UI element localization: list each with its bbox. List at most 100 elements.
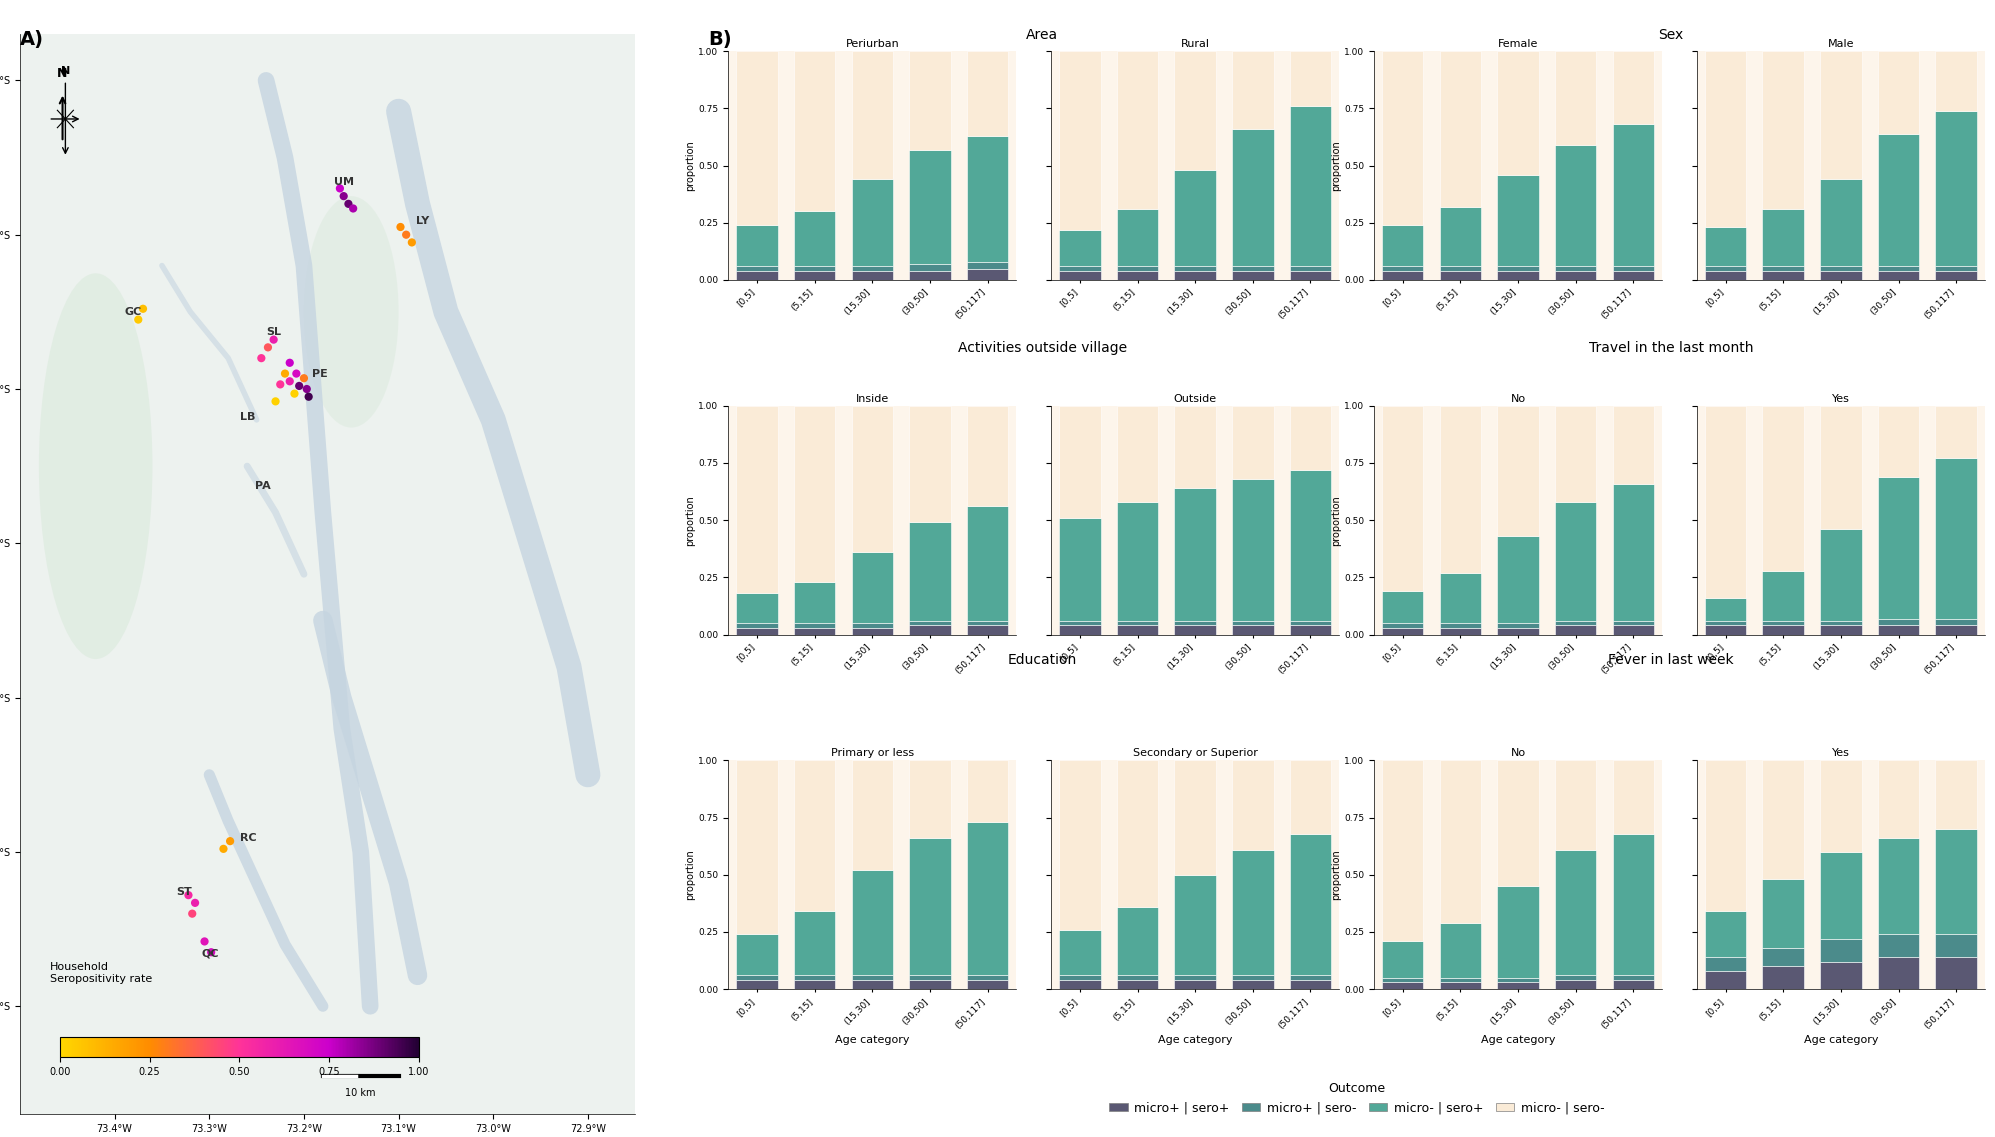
Bar	[1612, 124, 1654, 266]
Bar	[852, 761, 894, 870]
Bar	[1059, 976, 1101, 980]
Bar	[1706, 598, 1746, 621]
Bar	[1935, 829, 1977, 935]
Title: No: No	[1510, 393, 1526, 404]
Bar	[1819, 939, 1861, 962]
Bar	[1554, 266, 1596, 271]
Bar	[1498, 982, 1538, 989]
Bar	[852, 628, 894, 634]
Bar	[1440, 628, 1480, 634]
Bar	[736, 935, 778, 976]
Bar	[736, 628, 778, 634]
Text: GC: GC	[124, 307, 142, 317]
Bar	[910, 406, 952, 523]
Point	[287, 370, 319, 388]
Bar	[1117, 907, 1159, 976]
Bar	[1498, 266, 1538, 271]
Bar	[968, 976, 1007, 980]
Bar	[1440, 573, 1480, 623]
Bar	[1383, 51, 1424, 225]
Bar	[794, 980, 836, 989]
Bar	[1554, 976, 1596, 980]
Title: No: No	[1510, 748, 1526, 758]
Bar	[1117, 406, 1159, 501]
Text: N: N	[58, 67, 68, 81]
Bar	[1819, 406, 1861, 530]
Text: LY: LY	[415, 216, 429, 226]
Bar	[1877, 133, 1919, 266]
Bar	[1819, 761, 1861, 852]
Bar	[1117, 51, 1159, 209]
Bar	[1554, 849, 1596, 976]
Bar	[968, 625, 1007, 634]
Bar	[794, 912, 836, 976]
Bar	[1498, 175, 1538, 266]
Bar	[794, 623, 836, 628]
Bar	[1706, 266, 1746, 271]
Bar	[736, 271, 778, 280]
Bar	[1059, 51, 1101, 230]
Bar	[794, 406, 836, 582]
Bar	[1819, 625, 1861, 634]
Bar	[1440, 51, 1480, 207]
Bar	[1383, 591, 1424, 623]
Bar	[1554, 980, 1596, 989]
Bar	[1935, 619, 1977, 625]
Y-axis label: proportion: proportion	[686, 495, 696, 546]
Bar	[852, 271, 894, 280]
Point	[293, 388, 325, 406]
Bar	[1877, 51, 1919, 133]
Bar	[852, 406, 894, 553]
Bar	[852, 623, 894, 628]
Bar	[1554, 761, 1596, 849]
Bar	[1935, 458, 1977, 619]
Bar	[1612, 51, 1654, 124]
Bar	[852, 870, 894, 976]
Text: Household
Seropositivity rate: Household Seropositivity rate	[50, 962, 152, 984]
Bar	[1289, 833, 1331, 976]
Bar	[910, 51, 952, 150]
Point	[122, 310, 154, 329]
Point	[172, 886, 203, 904]
Bar	[1554, 271, 1596, 280]
Point	[391, 225, 423, 243]
Bar	[1706, 271, 1746, 280]
Bar	[1877, 476, 1919, 619]
Y-axis label: proportion: proportion	[686, 140, 696, 191]
Point	[385, 218, 417, 236]
Text: QC: QC	[201, 949, 219, 958]
Bar	[1175, 980, 1215, 989]
Bar	[1233, 479, 1273, 621]
Bar	[968, 761, 1007, 822]
Bar	[794, 582, 836, 623]
Bar	[736, 976, 778, 980]
Point	[273, 372, 305, 390]
Bar	[1383, 406, 1424, 591]
Bar	[1706, 971, 1746, 989]
Point	[213, 832, 245, 850]
Bar	[1498, 978, 1538, 982]
Bar	[794, 51, 836, 211]
Bar	[910, 271, 952, 280]
Bar	[1117, 976, 1159, 980]
Bar	[1440, 982, 1480, 989]
Bar	[1175, 488, 1215, 621]
Bar	[736, 761, 778, 935]
Bar	[736, 623, 778, 628]
Bar	[1117, 621, 1159, 625]
Bar	[1554, 621, 1596, 625]
Text: B): B)	[708, 31, 732, 50]
Bar	[1233, 128, 1273, 266]
Bar	[1498, 886, 1538, 978]
Bar	[852, 266, 894, 271]
Bar	[1612, 406, 1654, 483]
Bar	[1440, 761, 1480, 923]
Bar	[1059, 980, 1101, 989]
X-axis label: Age category: Age category	[836, 1035, 910, 1045]
Bar	[1117, 625, 1159, 634]
Bar	[736, 51, 778, 225]
Title: Male: Male	[1827, 39, 1853, 49]
Bar	[736, 980, 778, 989]
Bar	[794, 761, 836, 912]
Bar	[1554, 625, 1596, 634]
